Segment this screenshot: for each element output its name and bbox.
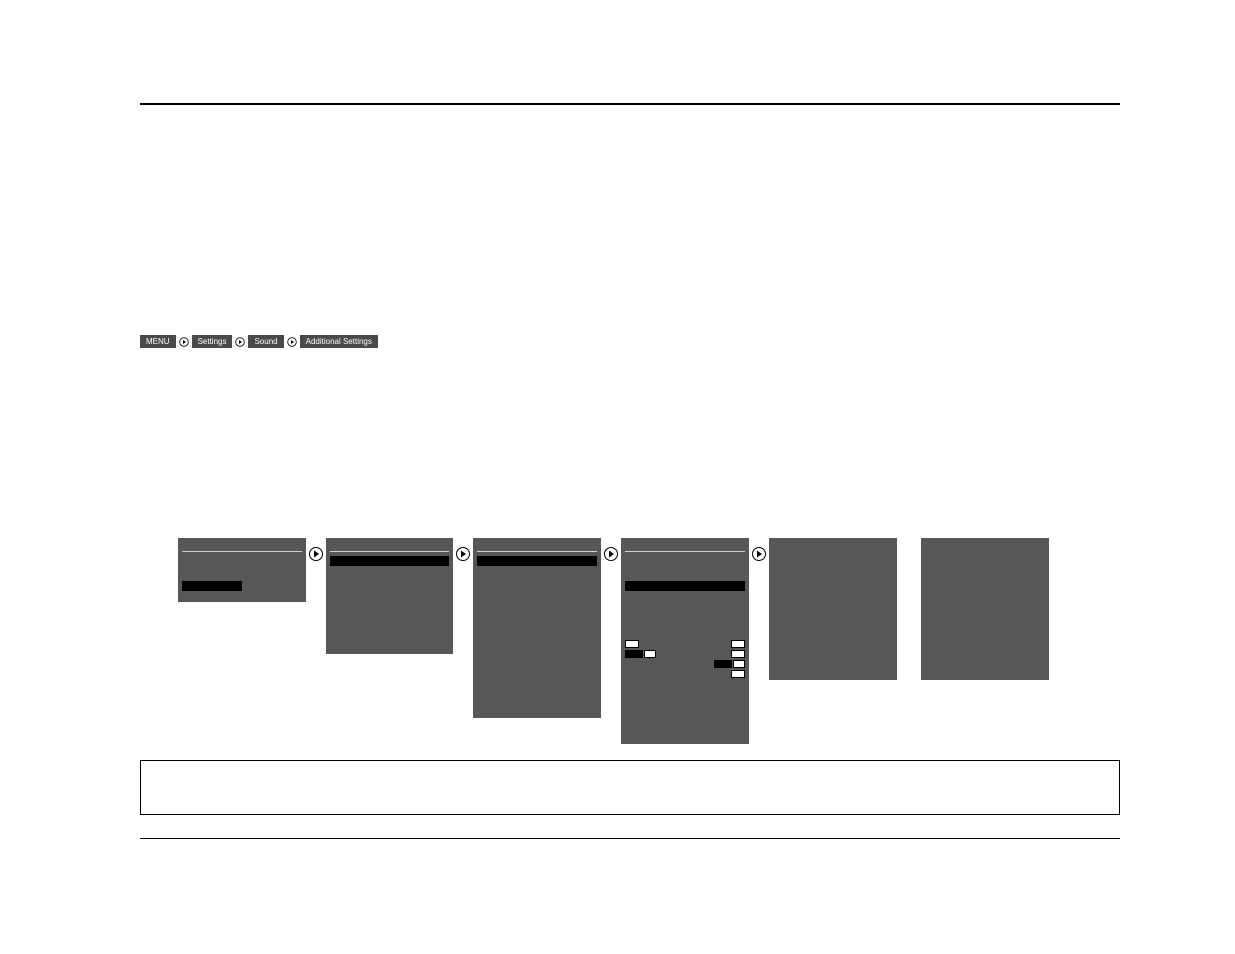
card-divider bbox=[330, 544, 449, 552]
crumb-3: Sound bbox=[248, 335, 283, 348]
audio-badge-icon bbox=[731, 650, 745, 658]
dts-logo-icon bbox=[625, 650, 656, 658]
card-selection bbox=[477, 556, 597, 566]
breadcrumb: MENU Settings Sound Additional Settings bbox=[140, 335, 378, 348]
audio-badge-icon bbox=[731, 640, 745, 648]
bottom-rule bbox=[140, 838, 1120, 839]
menu-card-4 bbox=[621, 538, 749, 744]
note-box bbox=[140, 760, 1120, 815]
card-selection bbox=[625, 581, 745, 591]
chevron-right-icon bbox=[306, 546, 326, 562]
chevron-right-icon bbox=[453, 546, 473, 562]
chevron-right-icon bbox=[287, 337, 297, 347]
audio-format-logos bbox=[625, 640, 745, 678]
cards-row bbox=[178, 538, 1049, 744]
chevron-right-icon bbox=[601, 546, 621, 562]
card-divider bbox=[477, 544, 597, 552]
menu-card-3 bbox=[473, 538, 601, 718]
menu-card-1 bbox=[178, 538, 306, 602]
card-divider bbox=[625, 544, 745, 552]
top-rule bbox=[140, 103, 1120, 105]
chevron-right-icon bbox=[235, 337, 245, 347]
card-selection bbox=[182, 581, 242, 591]
menu-card-2 bbox=[326, 538, 453, 654]
menu-card-6 bbox=[921, 538, 1049, 680]
menu-card-5 bbox=[769, 538, 897, 680]
dolby-logo-icon bbox=[625, 640, 639, 648]
chevron-right-icon bbox=[179, 337, 189, 347]
card-divider bbox=[182, 544, 302, 552]
dts-logo-icon bbox=[714, 660, 745, 668]
card-selection bbox=[330, 556, 449, 566]
crumb-4: Additional Settings bbox=[300, 335, 378, 348]
audio-badge-icon bbox=[731, 670, 745, 678]
chevron-right-icon bbox=[749, 546, 769, 562]
crumb-1: MENU bbox=[140, 335, 176, 348]
crumb-2: Settings bbox=[192, 335, 233, 348]
